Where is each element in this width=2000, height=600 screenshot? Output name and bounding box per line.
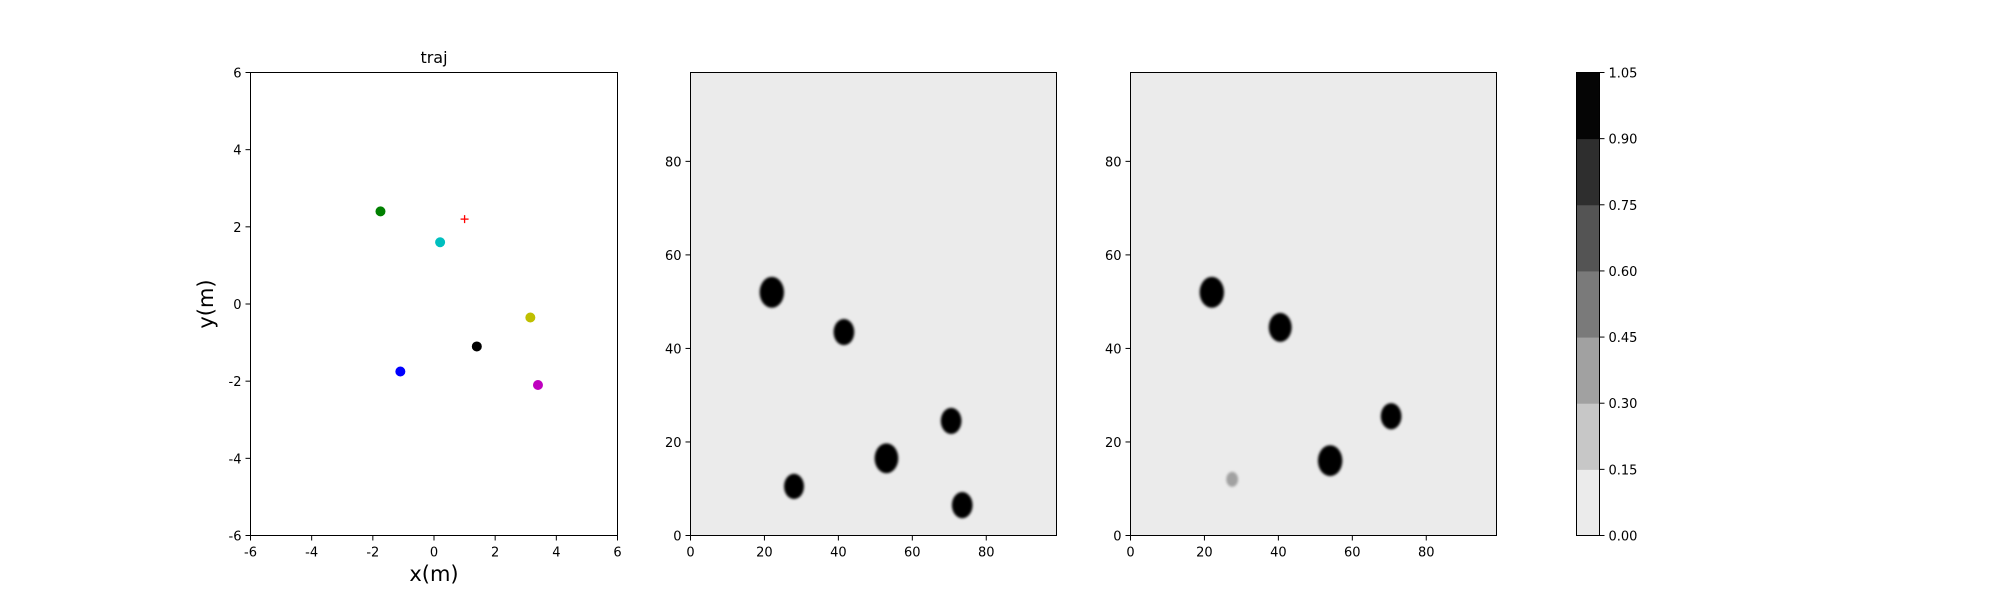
map-plot-2: 0 20 40 60 80 0 20 40 60 80 xyxy=(1105,72,1497,561)
colorbar-tick-label: 1.05 xyxy=(1609,67,1638,82)
colorbar-ticks: 0.00 0.15 0.30 0.45 0.60 0.75 0.90 1.05 xyxy=(1599,67,1638,545)
traj-axis-ticks: -6 -4 -2 0 2 4 6 -6 -4 -2 0 2 4 6 xyxy=(229,67,622,561)
traj-ytick-label: 4 xyxy=(233,144,241,159)
map2-ytick-label: 40 xyxy=(1105,342,1122,357)
traj-xtick-label: -2 xyxy=(366,546,379,561)
map2-blob xyxy=(1226,471,1239,487)
map2-axes-frame xyxy=(1130,72,1497,536)
traj-ytick-label: -2 xyxy=(229,375,242,390)
map1-blob xyxy=(759,276,785,308)
map2-blobs xyxy=(1199,276,1402,487)
map1-ytick-label: 40 xyxy=(665,342,682,357)
colorbar-tick-label: 0.30 xyxy=(1609,397,1638,412)
map2-ytick-label: 80 xyxy=(1105,155,1122,170)
map2-xtick-label: 40 xyxy=(1270,546,1287,561)
map1-ytick-label: 20 xyxy=(665,436,682,451)
colorbar-frame xyxy=(1576,72,1600,536)
traj-xtick-label: -4 xyxy=(305,546,318,561)
colorbar: 0.00 0.15 0.30 0.45 0.60 0.75 0.90 1.05 xyxy=(1576,67,1638,545)
map2-ytick-label: 0 xyxy=(1113,530,1121,545)
traj-point xyxy=(525,312,536,323)
traj-point xyxy=(435,237,446,248)
traj-xtick-label: -6 xyxy=(244,546,257,561)
traj-ytick-label: 6 xyxy=(233,67,241,82)
colorbar-tick-label: 0.45 xyxy=(1609,331,1638,346)
map1-xtick-label: 80 xyxy=(978,546,995,561)
map1-blobs xyxy=(759,276,973,519)
map2-xtick-label: 60 xyxy=(1344,546,1361,561)
map1-xtick-label: 20 xyxy=(756,546,773,561)
map2-xtick-label: 0 xyxy=(1126,546,1134,561)
colorbar-tick-label: 0.60 xyxy=(1609,265,1638,280)
map1-ytick-label: 60 xyxy=(665,249,682,264)
traj-goal-plus-marker xyxy=(460,215,469,224)
map1-ytick-label: 0 xyxy=(673,530,681,545)
map2-blob xyxy=(1199,276,1225,308)
traj-points xyxy=(375,206,543,391)
traj-ytick-label: 2 xyxy=(233,221,241,236)
map1-ytick-label: 80 xyxy=(665,155,682,170)
map2-background xyxy=(1130,72,1497,536)
traj-ytick-label: 0 xyxy=(233,298,241,313)
traj-xlabel: x(m) xyxy=(409,562,458,586)
traj-point xyxy=(375,206,386,217)
traj-axes-frame xyxy=(250,72,618,536)
traj-title: traj xyxy=(420,48,447,67)
map-plot-1: 0 20 40 60 80 0 20 40 60 80 xyxy=(665,72,1057,561)
colorbar-tick-label: 0.00 xyxy=(1609,530,1638,545)
map1-blob xyxy=(951,492,973,519)
map1-blob xyxy=(833,318,855,346)
map1-axes-frame xyxy=(690,72,1057,536)
map1-background xyxy=(690,72,1057,536)
map2-blob xyxy=(1380,403,1402,430)
colorbar-band xyxy=(1576,270,1600,338)
traj-ylabel: y(m) xyxy=(194,279,218,328)
map1-xtick-label: 0 xyxy=(686,546,694,561)
colorbar-tick-label: 0.90 xyxy=(1609,133,1638,148)
traj-point xyxy=(471,341,482,352)
map1-blob xyxy=(874,443,899,474)
colorbar-band xyxy=(1576,138,1600,206)
map1-blob xyxy=(784,473,804,500)
colorbar-bands xyxy=(1576,72,1600,536)
map2-ytick-label: 20 xyxy=(1105,436,1122,451)
traj-scatter-plot: traj -6 -4 -2 0 2 4 6 -6 -4 -2 0 2 4 6 x(m) y(m) xyxy=(194,48,622,586)
colorbar-band xyxy=(1576,72,1600,140)
map1-axis-ticks: 0 20 40 60 80 0 20 40 60 80 xyxy=(665,155,995,560)
map2-blob xyxy=(1317,445,1343,477)
traj-point xyxy=(532,380,543,391)
traj-xtick-label: 4 xyxy=(552,546,560,561)
map2-xtick-label: 80 xyxy=(1418,546,1435,561)
colorbar-band xyxy=(1576,469,1600,536)
colorbar-band xyxy=(1576,403,1600,470)
colorbar-band xyxy=(1576,337,1600,404)
traj-ytick-label: -6 xyxy=(229,530,242,545)
colorbar-tick-label: 0.75 xyxy=(1609,199,1638,214)
traj-point xyxy=(395,366,406,377)
map2-axis-ticks: 0 20 40 60 80 0 20 40 60 80 xyxy=(1105,155,1435,560)
colorbar-tick-label: 0.15 xyxy=(1609,463,1638,478)
colorbar-band xyxy=(1576,204,1600,272)
map2-xtick-label: 20 xyxy=(1196,546,1213,561)
map2-blob xyxy=(1268,312,1292,342)
traj-xtick-label: 6 xyxy=(613,546,621,561)
map2-ytick-label: 60 xyxy=(1105,249,1122,264)
traj-xtick-label: 0 xyxy=(430,546,438,561)
map1-blob xyxy=(940,407,962,435)
map1-xtick-label: 60 xyxy=(904,546,921,561)
map1-xtick-label: 40 xyxy=(830,546,847,561)
traj-ytick-label: -4 xyxy=(229,452,242,467)
traj-xtick-label: 2 xyxy=(491,546,499,561)
